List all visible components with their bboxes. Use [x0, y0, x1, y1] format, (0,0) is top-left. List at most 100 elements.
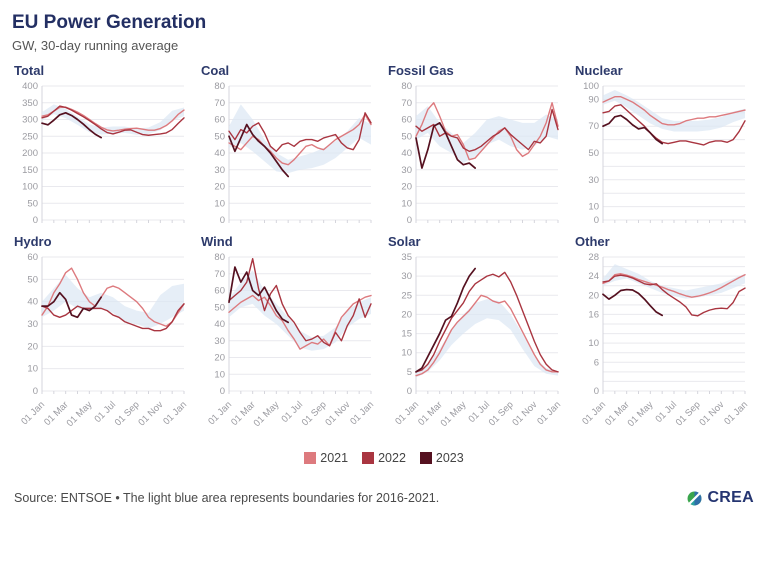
- y-tick-label: 30: [401, 165, 412, 176]
- y-tick-label: 20: [588, 290, 599, 301]
- band-2016-2021: [416, 299, 558, 378]
- y-tick-label: 28: [588, 252, 599, 263]
- x-tick-label: 01 May: [439, 399, 469, 429]
- y-tick-label: 60: [214, 115, 225, 126]
- chart-title: Other: [575, 234, 610, 249]
- y-tick-label: 0: [594, 386, 599, 397]
- line-2023: [602, 114, 664, 145]
- line-2021: [602, 273, 746, 298]
- y-tick-label: 40: [214, 319, 225, 330]
- band-2016-2021: [603, 264, 745, 299]
- chart-title: Solar: [388, 234, 421, 249]
- chart-title: Nuclear: [575, 63, 623, 78]
- y-tick-label: 10: [401, 198, 412, 209]
- y-tick-label: 400: [22, 81, 38, 92]
- x-tick-label: 01 Sep: [487, 399, 516, 428]
- line-2022: [228, 257, 372, 347]
- y-tick-label: 10: [27, 364, 38, 375]
- band-2016-2021: [42, 274, 184, 329]
- chart-canvas-total: 0 50 100 150 200 250 300 350 400: [22, 81, 185, 226]
- y-tick-label: 100: [583, 81, 599, 92]
- y-tick-label: 80: [401, 81, 412, 92]
- y-tick-label: 70: [401, 98, 412, 109]
- y-tick-label: 60: [27, 252, 38, 263]
- line-2023: [602, 288, 664, 317]
- chart-canvas-coal: 0 10 20 30 40 50 60 70 80: [214, 81, 372, 226]
- x-tick-label: 01 May: [252, 399, 282, 429]
- y-tick-label: 350: [22, 98, 38, 109]
- line-2022: [415, 108, 559, 153]
- x-tick-label: 01 Sep: [674, 399, 703, 428]
- y-tick-label: 100: [22, 182, 38, 193]
- y-tick-label: 0: [407, 215, 412, 226]
- y-tick-label: 80: [214, 252, 225, 263]
- y-tick-label: 20: [401, 182, 412, 193]
- charts-grid: Total 0 50 100 150 200 250 300 350 400 Coal 0 10 2…: [12, 61, 756, 449]
- y-tick-label: 10: [588, 202, 599, 213]
- y-tick-label: 300: [22, 115, 38, 126]
- y-tick-label: 70: [588, 121, 599, 132]
- y-tick-label: 70: [214, 269, 225, 280]
- y-tick-label: 10: [401, 348, 412, 359]
- line-2023: [415, 267, 477, 373]
- x-tick-label: 01 Jan: [580, 399, 608, 427]
- line-2023: [41, 291, 103, 319]
- line-2022: [415, 271, 559, 373]
- legend-item-2023: 2023: [419, 451, 464, 465]
- chart-cell-other: Other 0 6 10 16 20 24 28 01 Jan 01 Mar 01 May 01 J…: [573, 232, 756, 449]
- line-2021: [41, 267, 185, 327]
- y-tick-label: 250: [22, 131, 38, 142]
- y-tick-label: 150: [22, 165, 38, 176]
- x-tick-label: 01 Nov: [697, 399, 726, 428]
- crea-logo-icon: [686, 489, 704, 507]
- band-2016-2021: [229, 104, 371, 174]
- y-tick-label: 10: [214, 198, 225, 209]
- chart-cell-total: Total 0 50 100 150 200 250 300 350 400: [12, 61, 195, 230]
- legend-swatch-2022: [362, 452, 375, 464]
- y-tick-label: 5: [407, 367, 412, 378]
- y-tick-label: 0: [33, 215, 38, 226]
- legend-label: 2023: [435, 451, 464, 465]
- y-tick-label: 20: [214, 182, 225, 193]
- x-tick-label: 01 May: [626, 399, 656, 429]
- y-tick-label: 0: [220, 215, 225, 226]
- y-tick-label: 60: [214, 286, 225, 297]
- line-2021: [228, 113, 372, 166]
- line-2023: [41, 111, 103, 139]
- x-tick-label: 01 Nov: [136, 399, 165, 428]
- x-tick-label: 01 Jan: [19, 399, 47, 427]
- y-tick-label: 50: [27, 198, 38, 209]
- chart-title: Wind: [201, 234, 233, 249]
- y-tick-label: 16: [588, 309, 599, 320]
- x-tick-label: 01 Nov: [323, 399, 352, 428]
- band-2016-2021: [416, 106, 558, 164]
- line-2021: [415, 102, 559, 161]
- y-tick-label: 30: [27, 319, 38, 330]
- chart-title: Fossil Gas: [388, 63, 454, 78]
- x-tick-label: 01 Jan: [161, 399, 189, 427]
- legend-label: 2022: [378, 451, 406, 465]
- y-tick-label: 20: [401, 309, 412, 320]
- line-2022: [41, 105, 185, 136]
- band-2016-2021: [603, 90, 745, 132]
- legend-label: 2021: [320, 451, 349, 465]
- line-2022: [602, 104, 746, 146]
- y-tick-label: 15: [401, 329, 412, 340]
- y-tick-label: 0: [594, 215, 599, 226]
- legend-item-2021: 2021: [304, 451, 348, 465]
- chart-canvas-nuclear: 0 10 30 50 70 90 100: [583, 81, 746, 226]
- line-2023: [228, 266, 290, 324]
- crea-logo: CREA: [686, 489, 754, 507]
- y-tick-label: 30: [401, 271, 412, 282]
- chart-cell-nuclear: Nuclear 0 10 30 50 70 90 100: [573, 61, 756, 230]
- crea-logo-text: CREA: [707, 489, 754, 506]
- legend-item-2022: 2022: [362, 451, 406, 465]
- x-tick-label: 01 Sep: [300, 399, 329, 428]
- y-tick-label: 10: [588, 338, 599, 349]
- y-tick-label: 50: [401, 131, 412, 142]
- chart-title: Coal: [201, 63, 230, 78]
- band-2016-2021: [42, 104, 184, 135]
